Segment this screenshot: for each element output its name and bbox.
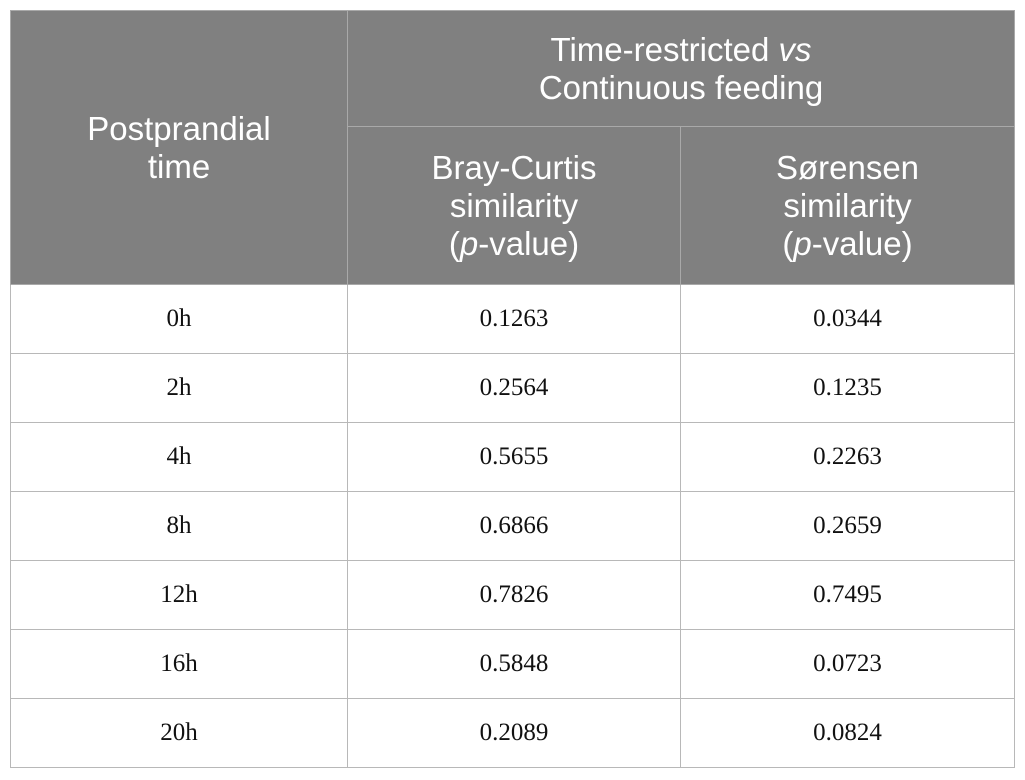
bray-curtis-header-line-1: Bray-Curtis [431, 148, 597, 186]
bray-curtis-cell: 0.2089 [347, 698, 681, 768]
sorensen-cell: 0.2263 [679, 422, 1016, 492]
table-row: 2h 0.2564 0.1235 [10, 353, 1016, 423]
comparison-group-header: Time-restricted vs Continuous feeding [346, 10, 1016, 127]
data-table: Postprandial time Time-restricted vs Con… [10, 10, 1016, 768]
sorensen-cell: 0.0344 [679, 284, 1016, 354]
sorensen-cell: 0.0723 [679, 629, 1016, 699]
sorensen-cell: 0.7495 [679, 560, 1016, 630]
table-row: 4h 0.5655 0.2263 [10, 422, 1016, 492]
group-header-line-1: Time-restricted vs [356, 31, 1006, 69]
p-value-suffix: -value) [811, 224, 913, 262]
table-body: 0h 0.1263 0.0344 2h 0.2564 0.1235 4h 0.5… [10, 284, 1016, 768]
bray-curtis-cell: 0.2564 [347, 353, 681, 423]
bray-curtis-header-line-2: similarity [449, 186, 579, 224]
p-italic: p [793, 224, 812, 262]
sorensen-cell: 0.0824 [679, 698, 1016, 768]
bray-curtis-header-line-3: (p-value) [356, 225, 672, 263]
row-header-line-1: Postprandial [87, 109, 271, 147]
sorensen-cell: 0.1235 [679, 353, 1016, 423]
paren-open: ( [782, 224, 794, 262]
time-cell: 0h [10, 284, 348, 354]
sorensen-cell: 0.2659 [679, 491, 1016, 561]
bray-curtis-cell: 0.6866 [347, 491, 681, 561]
bray-curtis-cell: 0.5655 [347, 422, 681, 492]
table-row: 0h 0.1263 0.0344 [10, 284, 1016, 354]
subheader-row: Bray-Curtis similarity (p-value) Sørense… [11, 126, 1016, 285]
time-cell: 4h [10, 422, 348, 492]
p-value-suffix: -value) [478, 224, 580, 262]
table-row: 20h 0.2089 0.0824 [10, 698, 1016, 768]
row-header-line-2: time [147, 147, 211, 185]
bray-curtis-cell: 0.5848 [347, 629, 681, 699]
table-row: 16h 0.5848 0.0723 [10, 629, 1016, 699]
group-header-vs: vs [778, 30, 812, 68]
group-header-text: Time-restricted [550, 30, 779, 68]
header-row: Postprandial time Time-restricted vs Con… [10, 10, 1016, 285]
time-cell: 16h [10, 629, 348, 699]
group-header-line-2: Continuous feeding [538, 68, 824, 106]
table-row: 12h 0.7826 0.7495 [10, 560, 1016, 630]
paren-open: ( [448, 224, 460, 262]
sorensen-header-line-1: Sørensen [775, 148, 920, 186]
table-row: 8h 0.6866 0.2659 [10, 491, 1016, 561]
time-cell: 8h [10, 491, 348, 561]
bray-curtis-cell: 0.1263 [347, 284, 681, 354]
bray-curtis-cell: 0.7826 [347, 560, 681, 630]
sorensen-header: Sørensen similarity (p-value) [679, 126, 1016, 285]
time-cell: 20h [10, 698, 348, 768]
sorensen-header-line-3: (p-value) [689, 225, 1006, 263]
sorensen-header-line-2: similarity [783, 186, 912, 224]
bray-curtis-header: Bray-Curtis similarity (p-value) [347, 126, 681, 285]
time-cell: 12h [10, 560, 348, 630]
table-header: Postprandial time Time-restricted vs Con… [10, 10, 1016, 285]
p-italic: p [459, 224, 479, 262]
postprandial-time-header: Postprandial time [10, 10, 348, 285]
time-cell: 2h [10, 353, 348, 423]
